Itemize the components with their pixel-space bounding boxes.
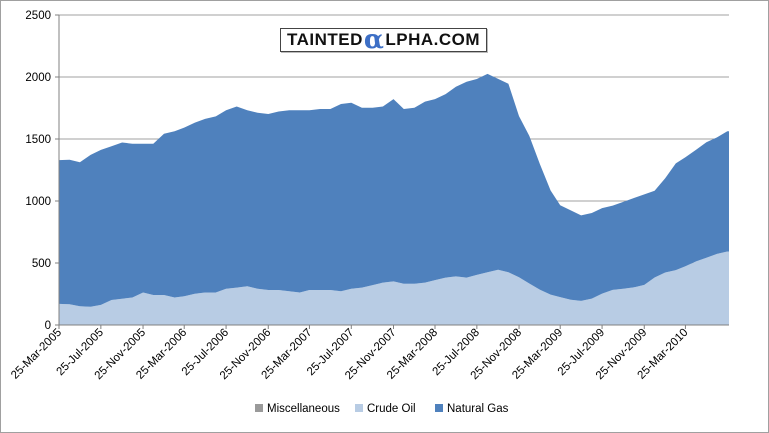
x-tick-labels: 25-Mar-200525-Jul-200525-Nov-200525-Mar-…	[9, 325, 691, 382]
legend-label-crude-oil: Crude Oil	[367, 403, 416, 415]
y-tick-label: 2000	[25, 72, 51, 84]
axes	[58, 15, 729, 326]
x-tick-label: 25-Mar-2005	[9, 327, 64, 382]
logo-text-post: LPHA.COM	[385, 30, 481, 49]
legend-label-miscellaneous: Miscellaneous	[267, 403, 340, 415]
legend-swatch-crude-oil	[355, 404, 363, 412]
legend-swatch-miscellaneous	[255, 404, 263, 412]
logo-alpha: α	[363, 25, 385, 55]
site-logo: TAINTED α LPHA.COM	[280, 25, 487, 55]
y-tick-label: 0	[45, 320, 51, 332]
y-tick-label: 500	[32, 258, 51, 270]
legend: Miscellaneous Crude Oil Natural Gas	[255, 403, 509, 415]
legend-swatch-natural-gas	[435, 404, 443, 412]
y-tick-labels: 0 500 1000 1500 2000 2500	[25, 10, 59, 332]
area-natural-gas	[59, 73, 729, 307]
legend-label-natural-gas: Natural Gas	[447, 403, 509, 415]
y-tick-label: 2500	[25, 10, 51, 22]
y-tick-label: 1500	[25, 134, 51, 146]
area-series	[59, 73, 729, 325]
area-crude-oil	[59, 251, 729, 325]
logo-text-pre: TAINTED	[286, 30, 363, 49]
y-tick-label: 1000	[25, 196, 51, 208]
